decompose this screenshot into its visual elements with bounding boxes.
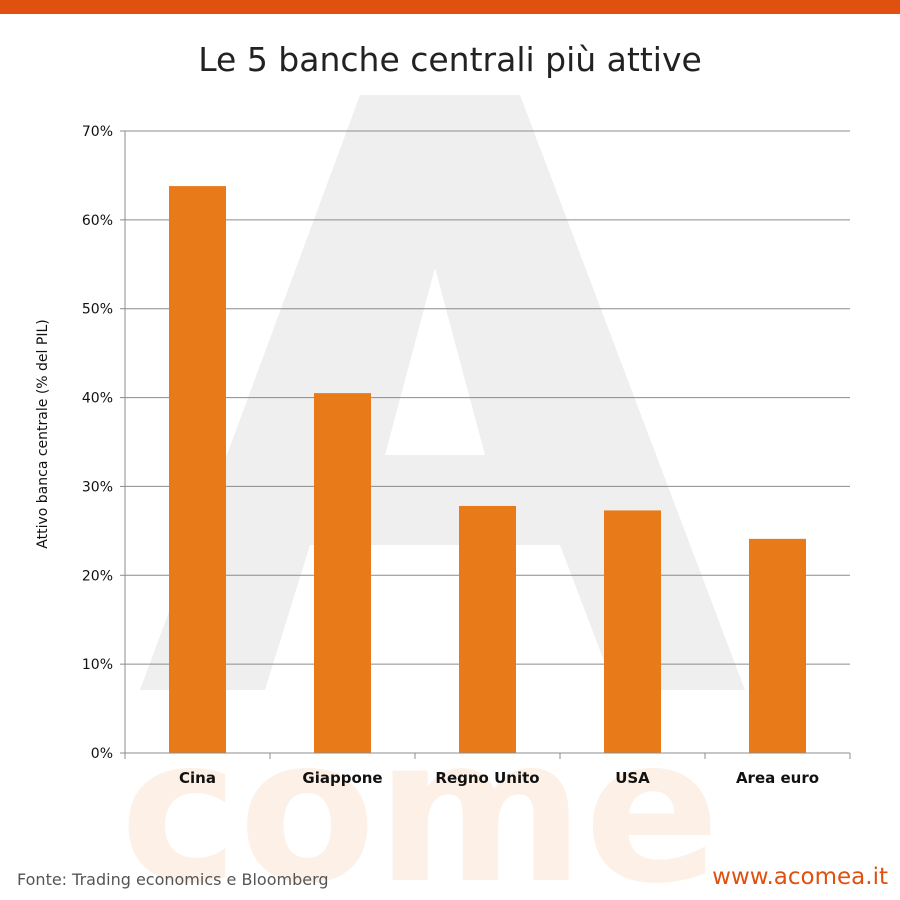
- top-accent-bar: [0, 0, 900, 14]
- x-category-label: Giappone: [302, 769, 382, 787]
- y-tick-labels: 0% 10% 20% 30% 40% 50% 60% 70%: [82, 124, 113, 762]
- y-tick-label: 60%: [82, 213, 113, 229]
- y-tick-label: 30%: [82, 479, 113, 495]
- y-tick-label: 0%: [91, 746, 113, 762]
- x-category-label: USA: [615, 769, 650, 787]
- bar-regno-unito: [459, 505, 516, 753]
- y-axis-label: Attivo banca centrale (% del PIL): [35, 319, 51, 548]
- x-category-labels: Cina Giappone Regno Unito USA Area euro: [179, 769, 819, 787]
- y-tick-label: 10%: [82, 657, 113, 673]
- x-category-label: Area euro: [736, 769, 819, 787]
- watermark: come: [120, 95, 745, 900]
- x-category-label: Cina: [179, 769, 216, 787]
- bar-giappone: [314, 393, 371, 753]
- y-tick-label: 70%: [82, 124, 113, 140]
- y-tick-label: 20%: [82, 568, 113, 584]
- x-category-label: Regno Unito: [435, 769, 539, 787]
- website-link[interactable]: www.acomea.it: [712, 864, 888, 890]
- y-tick-label: 40%: [82, 391, 113, 407]
- source-note: Fonte: Trading economics e Bloomberg: [17, 870, 329, 889]
- chart-title: Le 5 banche centrali più attive: [198, 40, 702, 79]
- bars: [169, 186, 806, 753]
- bar-cina: [169, 186, 226, 753]
- y-tick-label: 50%: [82, 302, 113, 318]
- bar-area-euro: [749, 538, 806, 753]
- watermark-a-counter: [385, 268, 485, 455]
- bar-usa: [604, 510, 661, 753]
- axes: [124, 131, 851, 759]
